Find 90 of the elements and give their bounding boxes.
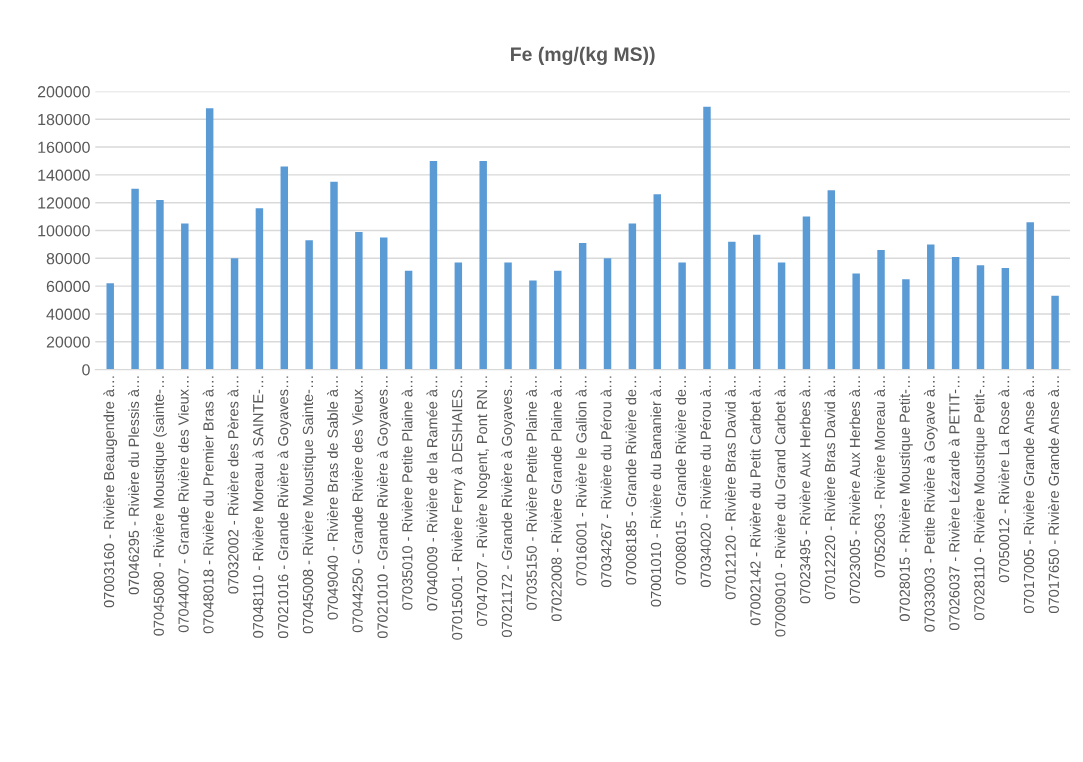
bar [255, 208, 264, 370]
x-tick-label: 07017650 - Rivière Grande Anse à… [1048, 376, 1059, 613]
bar [181, 223, 189, 370]
x-tick-label: 07032002 - Rivière des Pères à… [227, 376, 239, 594]
x-tick-label: 07040009 - Rivière de la Ramée à… [426, 376, 438, 611]
x-tick-label: 07008015 - Grande Rivière de… [675, 376, 687, 585]
bar [678, 262, 686, 370]
bar [205, 108, 214, 370]
y-tick-label: 0 [82, 364, 90, 376]
bar [1026, 222, 1034, 370]
x-tick-label: 07046295 - Rivière du Plessis à… [128, 376, 139, 595]
bar [479, 160, 487, 370]
bar [504, 262, 512, 370]
x-tick-label: 07035010 - Rivière Petite Plaine à… [401, 376, 413, 610]
bar [852, 273, 860, 370]
bar [703, 106, 711, 370]
y-tick-label: 120000 [38, 197, 90, 209]
x-tick-label: 07016001 - Rivière le Galion à… [575, 376, 587, 586]
bar [653, 194, 661, 370]
bar [752, 234, 761, 370]
y-tick-label: 160000 [38, 141, 90, 154]
x-tick-label: 07009010 - Rivière du Grand Carbet à… [774, 376, 786, 637]
x-tick-label: 07021172 - Grande Rivière à Goyaves… [501, 376, 515, 638]
bar [330, 181, 338, 370]
x-tick-label: 07017005 - Rivière Grande Anse à… [1023, 376, 1035, 613]
bar [877, 249, 885, 370]
bar [578, 243, 587, 370]
x-tick-label: 07049040 - Rivière Bras de Sable à… [327, 376, 338, 620]
y-tick-label: 140000 [38, 169, 90, 181]
bar [529, 280, 537, 370]
x-tick-label: 07022008 - Rivière Grande Plaine à… [550, 376, 562, 622]
x-tick-label: 07012120 - Rivière Bras David à… [724, 376, 736, 600]
x-tick-label: 07008185 - Grande Rivière de… [625, 376, 637, 585]
bar [131, 188, 139, 370]
bar [429, 160, 438, 370]
y-tick-label: 200000 [37, 86, 90, 98]
x-tick-label: 07026037 - Rivière Lézarde à PETIT-… [948, 376, 960, 630]
x-tick-label: 07001010 - Rivière du Bananier à… [650, 376, 662, 607]
x-tick-label: 07021010 - Grande Rivière à Goyaves… [376, 376, 391, 639]
bar [106, 283, 114, 370]
x-tick-label: 07044250 - Grande Rivière des Vieux… [351, 376, 363, 633]
bar [827, 190, 836, 370]
bar [380, 237, 388, 370]
x-tick-label: 07052063 - Rivière Moreau à… [874, 376, 885, 578]
bar [927, 244, 935, 370]
bar [1001, 268, 1010, 370]
y-tick-label: 40000 [46, 308, 90, 320]
bar [355, 231, 363, 370]
bar [902, 279, 910, 370]
bar [951, 256, 960, 370]
x-tick-label: 07035150 - Rivière Petite Plaine à… [525, 376, 537, 610]
x-tick-label: 07033003 - Petite Rivière à Goyave à… [923, 376, 938, 632]
bar [603, 258, 612, 370]
x-tick-label: 07015001 - Rivière Ferry à DESHAIES… [451, 376, 466, 640]
chart-title: Fe (mg/(kg MS)) [511, 46, 655, 65]
x-tick-label: 07047007 - Rivière Nogent, Pont RN… [476, 376, 491, 626]
x-tick-label: 07045008 - Rivière Moustique Sainte-… [302, 376, 317, 634]
x-tick-label: 07045080 - Rivière Moustique (sainte-… [153, 376, 167, 636]
y-tick-label: 60000 [46, 280, 90, 293]
x-tick-label: 07048018 - Rivière du Premier Bras à… [202, 376, 214, 634]
x-tick-label: 07023005 - Rivière Aux Herbes à… [849, 376, 861, 604]
x-tick-label: 07012220 - Rivière Bras David à… [824, 376, 836, 600]
x-tick-label: 07034267 - Rivière du Pérou à… [600, 376, 612, 588]
x-tick-label: 07050012 - Rivière La Rose à… [998, 376, 1010, 583]
bar [305, 240, 313, 370]
x-tick-label: 07048110 - Rivière Moreau à SAINTE-… [252, 376, 264, 638]
x-tick-label: 07028110 - Rivière Moustique Petit-… [973, 376, 988, 620]
y-tick-label: 180000 [38, 113, 90, 126]
bar [802, 216, 811, 370]
y-tick-label: 20000 [46, 336, 90, 348]
bar [156, 199, 164, 370]
bar [728, 241, 736, 370]
x-tick-label: 07028015 - Rivière Moustique Petit-… [899, 376, 913, 622]
bar [976, 265, 985, 370]
y-tick-label: 100000 [38, 225, 90, 237]
bar [777, 262, 786, 370]
x-tick-label: 07023495 - Rivière Aux Herbes à… [799, 376, 811, 604]
x-tick-label: 07034020 - Rivière du Pérou à… [700, 376, 711, 588]
bar [1051, 295, 1059, 370]
bar [280, 166, 289, 370]
bar [628, 223, 637, 370]
x-tick-label: 07003160 - Rivière Beaugendre à… [103, 376, 118, 608]
bar [454, 262, 463, 370]
bar [230, 258, 239, 370]
x-tick-label: 07044007 - Grande Rivière des Vieux… [177, 376, 189, 633]
x-tick-label: 07021016 - Grande Rivière à Goyaves… [277, 376, 292, 639]
y-tick-label: 80000 [46, 252, 90, 265]
bar [554, 270, 562, 370]
x-tick-label: 07002142 - Rivière du Petit Carbet à… [749, 376, 761, 626]
bar [404, 270, 413, 370]
